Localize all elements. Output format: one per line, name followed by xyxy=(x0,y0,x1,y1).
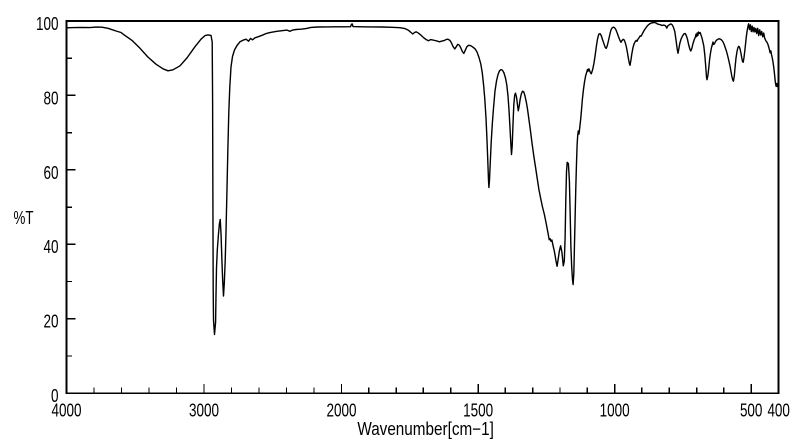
svg-text:80: 80 xyxy=(44,88,59,108)
svg-text:%T: %T xyxy=(14,208,34,228)
svg-text:40: 40 xyxy=(44,237,59,257)
svg-text:1500: 1500 xyxy=(463,400,493,420)
svg-text:4000: 4000 xyxy=(52,400,82,420)
svg-text:2000: 2000 xyxy=(327,400,357,420)
svg-text:0: 0 xyxy=(51,386,59,406)
svg-text:60: 60 xyxy=(44,163,59,183)
svg-text:20: 20 xyxy=(44,312,59,332)
svg-text:400: 400 xyxy=(767,400,790,420)
svg-text:1000: 1000 xyxy=(600,400,630,420)
svg-text:100: 100 xyxy=(36,14,59,34)
svg-text:3000: 3000 xyxy=(189,400,219,420)
svg-text:500: 500 xyxy=(740,400,763,420)
svg-text:Wavenumber[cm−1]: Wavenumber[cm−1] xyxy=(357,419,494,439)
